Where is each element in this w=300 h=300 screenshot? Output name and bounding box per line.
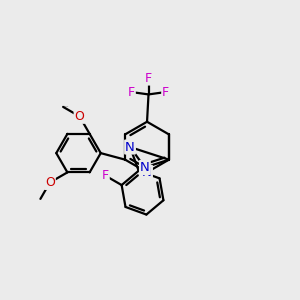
Text: O: O bbox=[45, 176, 55, 189]
Text: F: F bbox=[162, 85, 169, 98]
Text: O: O bbox=[75, 110, 85, 123]
Text: N: N bbox=[125, 140, 135, 154]
Text: N: N bbox=[140, 161, 150, 174]
Text: F: F bbox=[102, 169, 109, 182]
Text: methoxy: methoxy bbox=[63, 106, 69, 107]
Text: N: N bbox=[142, 166, 152, 179]
Text: F: F bbox=[128, 85, 135, 98]
Text: F: F bbox=[145, 72, 152, 85]
